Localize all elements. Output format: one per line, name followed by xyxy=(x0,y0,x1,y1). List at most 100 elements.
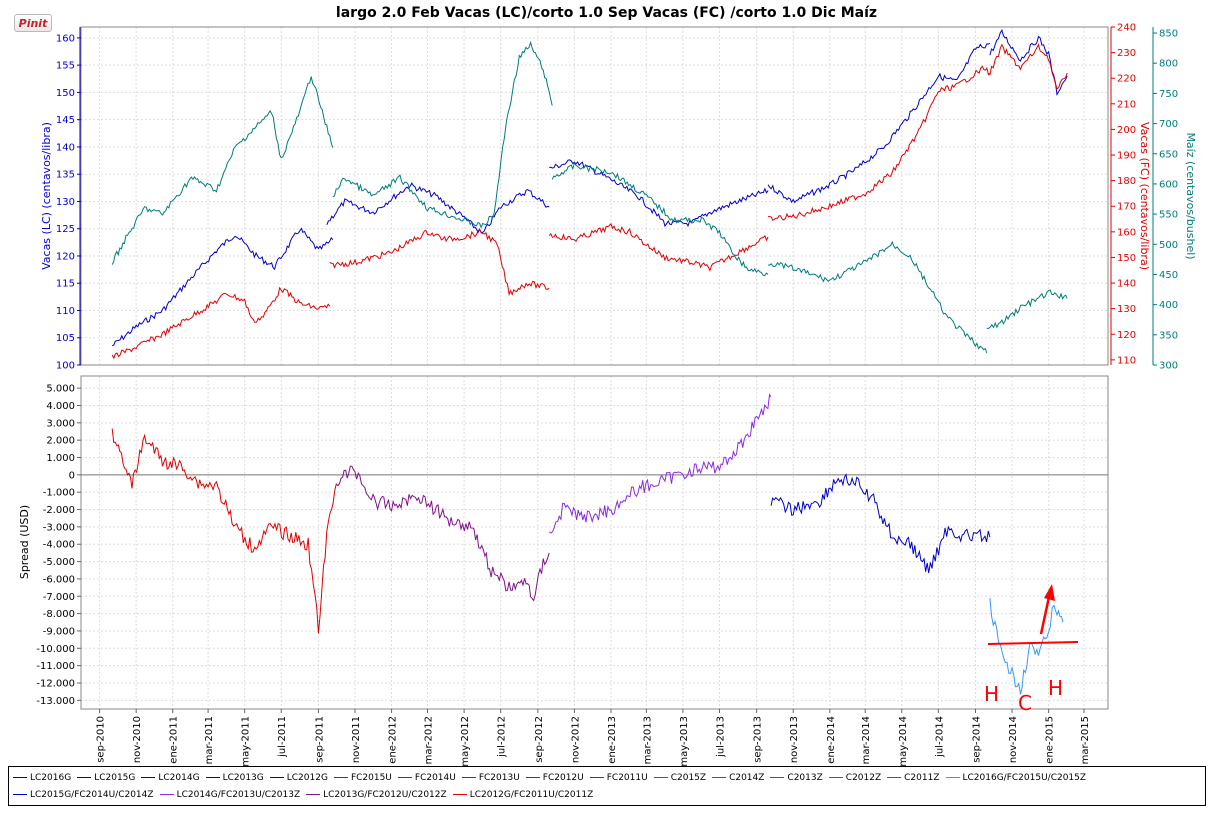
legend-swatch xyxy=(13,777,27,778)
legend-swatch xyxy=(333,777,348,778)
series-lc2014g xyxy=(549,159,769,228)
label-h-right: H xyxy=(1048,676,1063,700)
y-tick-label-right2: 750 xyxy=(1159,89,1178,100)
chart-title: largo 2.0 Feb Vacas (LC)/corto 1.0 Sep V… xyxy=(335,5,878,21)
x-tick-label: nov-2013 xyxy=(789,716,800,763)
legend-label: C2014Z xyxy=(729,772,765,783)
x-tick-label: sep-2010 xyxy=(96,716,107,763)
label-c: C xyxy=(1018,691,1032,715)
legend-swatch xyxy=(205,777,220,778)
legend-item: LC2012G/FC2011U/C2011Z xyxy=(452,786,594,803)
breakout-arrowhead xyxy=(1044,584,1055,601)
y-tick-label-spread: -4.000 xyxy=(43,540,75,551)
x-tick-label: jul-2011 xyxy=(277,716,288,758)
series-c2015z xyxy=(986,289,1068,329)
y-tick-label-left: 145 xyxy=(56,115,75,126)
y-tick-label-right2: 450 xyxy=(1159,270,1178,281)
legend-label: LC2016G/FC2015U/C2015Z xyxy=(962,772,1087,783)
legend-item: LC2015G xyxy=(77,769,135,786)
legend-label: LC2015G xyxy=(94,772,136,783)
legend-swatch xyxy=(141,777,156,778)
legend-swatch xyxy=(397,777,412,778)
y-tick-label-spread: 0 xyxy=(69,470,75,481)
spread-lc2014g-fc2013u-c2013z xyxy=(548,393,772,534)
legend-item: LC2013G xyxy=(205,769,264,786)
pinit-button[interactable]: Pinit xyxy=(14,14,52,32)
x-tick-label: jul-2013 xyxy=(716,716,727,758)
y-tick-label-spread: -8.000 xyxy=(43,609,75,620)
y-tick-label-right1: 170 xyxy=(1117,202,1136,213)
legend-label: LC2013G xyxy=(222,772,264,783)
legend-label: C2012Z xyxy=(845,772,882,783)
top-plot-frame xyxy=(80,26,1109,366)
spread-lc2013g-fc2012u-c2012z xyxy=(336,465,550,602)
spread-lc2016g-fc2015u-c2015z xyxy=(989,598,1064,695)
series-lc2016g xyxy=(989,28,1068,97)
series-lc2013g xyxy=(326,182,550,234)
y-tick-label-right1: 160 xyxy=(1117,227,1136,238)
x-tick-label: ene-2013 xyxy=(607,716,618,764)
y-tick-label-right2: 600 xyxy=(1159,179,1178,190)
legend-label: C2015Z xyxy=(670,772,707,783)
y-tick-label-spread: 5.000 xyxy=(46,384,75,395)
x-tick-label: may-2012 xyxy=(460,716,471,766)
y-tick-label-left: 100 xyxy=(56,361,75,372)
y-tick-label-right1: 220 xyxy=(1117,74,1136,85)
x-tick-label: may-2014 xyxy=(898,716,909,766)
x-tick-label: jul-2012 xyxy=(497,716,508,758)
legend: LC2016G LC2015G LC2014G LC2013G LC2012G FC201… xyxy=(8,766,1206,806)
legend-item: C2015Z xyxy=(653,769,707,786)
x-tick-label: ene-2011 xyxy=(169,716,180,764)
y-tick-label-left: 105 xyxy=(56,333,75,344)
legend-label: C2013Z xyxy=(787,772,823,783)
y-label-spread: Spread (USD) xyxy=(18,505,31,579)
legend-label: LC2013G/FC2012U/C2012Z xyxy=(323,789,447,800)
legend-swatch xyxy=(306,794,321,795)
y-tick-label-left: 155 xyxy=(56,61,75,72)
legend-label: LC2012G/FC2011U/C2011Z xyxy=(469,789,594,800)
y-tick-label-spread: -12.000 xyxy=(36,678,75,689)
y-tick-label-spread: 2.000 xyxy=(46,436,75,447)
y-tick-label-right1: 110 xyxy=(1117,355,1136,366)
series-fc2015u xyxy=(989,43,1068,90)
chart-canvas: 100 105 110 115 120 125 130 135 140 145 150 155 160 1… xyxy=(18,23,1197,767)
x-tick-label: ene-2014 xyxy=(826,716,837,764)
legend-label: LC2016G xyxy=(30,772,72,783)
legend-item: C2013Z xyxy=(770,769,823,786)
series-c2014z xyxy=(768,240,988,354)
legend-item: LC2016G xyxy=(13,769,71,786)
x-tick-label: sep-2014 xyxy=(972,716,983,763)
y-tick-label-spread: -1.000 xyxy=(43,488,75,499)
x-tick-label: mar-2011 xyxy=(204,716,215,764)
y-tick-label-spread: -13.000 xyxy=(36,696,75,707)
y-tick-label-left: 130 xyxy=(56,197,75,208)
x-tick-label: mar-2014 xyxy=(861,716,872,764)
y-tick-label-right2: 500 xyxy=(1159,240,1178,251)
legend-item: C2011Z xyxy=(887,769,940,786)
legend-swatch xyxy=(653,777,668,778)
x-tick-label: sep-2013 xyxy=(753,716,764,763)
y-tick-label-spread: -7.000 xyxy=(43,592,75,603)
legend-item: LC2012G xyxy=(269,769,328,786)
series-fc2014u xyxy=(768,65,991,221)
y-tick-label-right1: 180 xyxy=(1117,176,1136,187)
series-c2011z xyxy=(111,76,334,265)
legend-item: LC2014G/FC2013U/C2013Z xyxy=(159,786,300,803)
legend-item: C2014Z xyxy=(712,769,764,786)
legend-swatch xyxy=(828,777,843,778)
x-tick-label: mar-2015 xyxy=(1080,716,1091,764)
y-tick-label-right1: 140 xyxy=(1117,279,1136,290)
legend-item: LC2015G/FC2014U/C2014Z xyxy=(13,786,154,803)
y-tick-label-left: 115 xyxy=(56,279,75,290)
legend-label: FC2011U xyxy=(606,772,648,783)
legend-swatch xyxy=(945,777,960,778)
y-tick-label-right1: 120 xyxy=(1117,330,1136,341)
x-tick-label: nov-2014 xyxy=(1008,716,1019,763)
y-tick-label-spread: -3.000 xyxy=(43,522,75,533)
legend-label: LC2015G/FC2014U/C2014Z xyxy=(30,789,154,800)
legend-item: FC2013U xyxy=(461,769,520,786)
x-tick-label: ene-2015 xyxy=(1045,716,1056,764)
y-tick-label-right1: 200 xyxy=(1117,125,1136,136)
y-tick-label-left: 135 xyxy=(56,170,75,181)
y-label-left: Vacas (LC) (centavos/libra) xyxy=(40,122,53,270)
